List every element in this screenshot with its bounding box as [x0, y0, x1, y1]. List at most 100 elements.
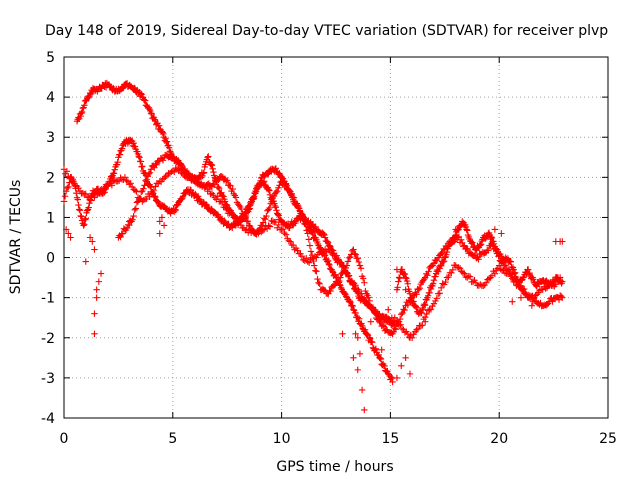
data-point [305, 236, 312, 243]
data-point [142, 97, 149, 104]
data-point [430, 260, 438, 267]
data-point [158, 214, 166, 221]
data-point [272, 204, 279, 211]
data-point [348, 278, 356, 285]
data-point [396, 315, 404, 323]
data-point [82, 215, 89, 222]
data-point [293, 200, 301, 207]
data-point [358, 386, 366, 394]
data-point [235, 202, 243, 209]
data-point [171, 206, 179, 213]
data-point [250, 195, 258, 202]
axes [63, 56, 609, 419]
data-point [404, 301, 412, 309]
data-point [377, 355, 385, 363]
data-point [355, 258, 363, 266]
data-point [139, 163, 146, 170]
data-point [131, 143, 139, 150]
data-point [437, 262, 445, 269]
data-point [93, 286, 100, 293]
data-point [82, 97, 89, 105]
data-point [497, 266, 504, 273]
data-point [284, 186, 292, 193]
data-point [389, 378, 396, 386]
data-point [117, 233, 124, 241]
data-point [391, 314, 398, 321]
x-tick-label: 25 [599, 431, 617, 447]
data-point [393, 374, 401, 382]
data-point [488, 233, 495, 241]
data-point [518, 277, 525, 284]
data-point [282, 181, 290, 188]
data-point [521, 285, 528, 293]
data-point [95, 278, 103, 285]
data-point [313, 254, 320, 261]
data-point [330, 282, 338, 289]
data-point [247, 199, 254, 206]
data-point [272, 189, 280, 196]
data-point [218, 199, 226, 206]
data-point [275, 212, 282, 219]
data-point [82, 258, 89, 265]
data-point [282, 231, 290, 238]
data-point [61, 193, 69, 200]
data-point [329, 267, 336, 275]
data-point [309, 255, 317, 263]
data-point [295, 205, 303, 212]
data-point [297, 210, 305, 217]
data-point [269, 218, 277, 225]
data-point [81, 216, 89, 223]
data-point [357, 321, 364, 328]
data-point [430, 276, 438, 284]
data-point [246, 202, 253, 209]
data-point [71, 182, 79, 189]
data-point [329, 247, 337, 254]
data-point [263, 212, 270, 220]
data-point [302, 221, 309, 228]
data-point [539, 286, 546, 293]
data-point [419, 322, 426, 329]
data-point [85, 204, 92, 211]
data-point [152, 193, 159, 201]
data-point [402, 286, 409, 293]
data-point [361, 326, 369, 334]
data-point [469, 278, 477, 285]
data-point [519, 274, 527, 281]
data-point [315, 279, 322, 286]
data-point [79, 104, 87, 112]
data-point [316, 280, 323, 287]
data-point [336, 258, 343, 265]
data-point [181, 165, 188, 173]
data-point [258, 222, 266, 229]
data-point [423, 310, 430, 318]
data-point [207, 190, 214, 198]
x-axis-label: GPS time / hours [276, 459, 393, 475]
data-point [375, 314, 382, 322]
data-point [143, 176, 150, 183]
data-point [502, 261, 509, 269]
data-point [227, 182, 234, 189]
data-point [306, 242, 314, 249]
data-point [279, 226, 287, 233]
data-point [266, 204, 273, 212]
data-point [65, 230, 72, 237]
data-point [506, 257, 513, 265]
data-point [398, 311, 405, 318]
data-point [126, 181, 133, 188]
data-point [433, 295, 441, 302]
data-point [509, 298, 516, 305]
data-point [351, 250, 358, 257]
data-point [155, 122, 163, 129]
data-point [443, 248, 451, 256]
data-point [86, 234, 94, 241]
data-point [356, 350, 364, 358]
data-point [156, 230, 163, 237]
data-point [424, 292, 432, 299]
data-point [64, 184, 71, 192]
data-point [510, 266, 517, 273]
data-point [443, 274, 451, 281]
data-point [137, 158, 145, 165]
data-point [413, 304, 420, 311]
data-point [357, 265, 365, 272]
data-point [426, 289, 433, 296]
